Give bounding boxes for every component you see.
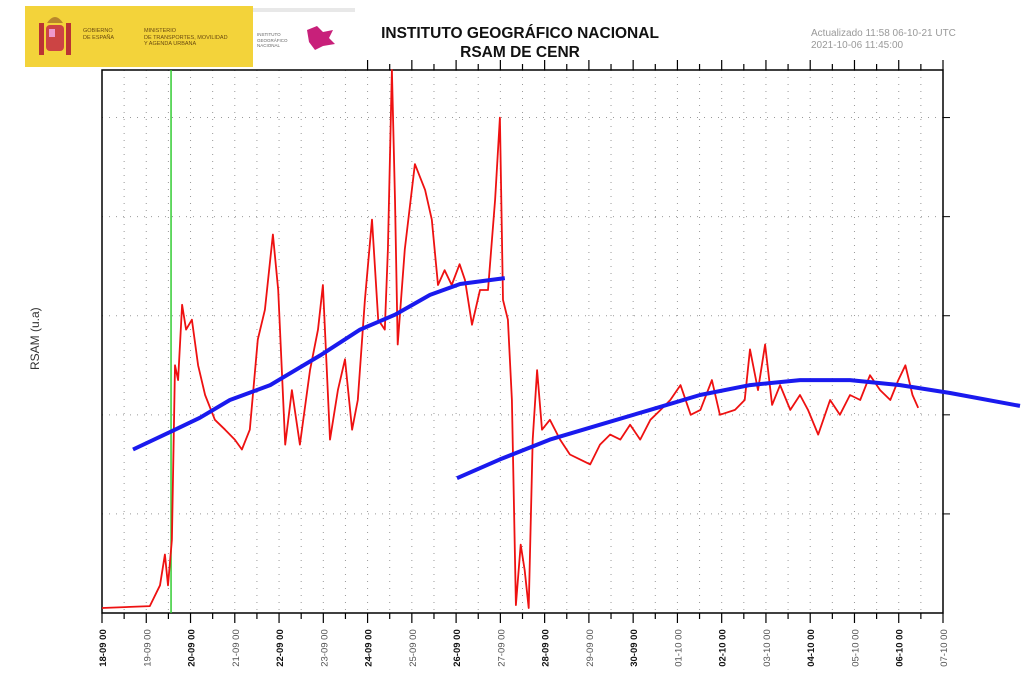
ign-logo-text: INSTITUTO GEOGRÁFICO NACIONAL [257,32,288,49]
x-tick-label: 25-09 00 [408,629,419,667]
gov-logo-line: GOBIERNO [83,28,113,34]
gov-logo-line: DE ESPAÑA [83,34,115,41]
update-timestamp: Actualizado 11:58 06-10-21 UTC 2021-10-0… [811,28,956,52]
x-tick-label: 03-10 00 [762,629,773,667]
updated-text: Actualizado 11:58 06-10-21 UTC [811,28,956,39]
x-tick-label: 05-10 00 [850,629,861,667]
x-tick-label: 01-10 00 [673,629,684,667]
x-tick-label: 27-09 00 [496,629,507,667]
plot-frame [101,69,944,614]
x-tick-label: 21-09 00 [231,629,242,667]
ministry-logo-line: Y AGENDA URBANA [144,41,197,47]
data-timestamp: 2021-10-06 11:45:00 [811,40,904,51]
series-line-trend-2 [456,378,1021,481]
title-line-2: RSAM DE CENR [460,44,580,61]
x-tick-label: 26-09 00 [452,629,463,667]
x-tick-label: 30-09 00 [629,629,640,667]
ign-logo-line: NACIONAL [257,43,281,48]
x-tick-label: 02-10 00 [718,629,729,667]
x-tick-label: 18-09 00 [98,629,109,667]
x-tick-label: 23-09 00 [319,629,330,667]
ign-logo: INSTITUTO GEOGRÁFICO NACIONAL [253,8,355,67]
x-tick-label: 24-09 00 [364,629,375,667]
x-tick-label: 04-10 00 [806,629,817,667]
x-tick-label: 29-09 00 [585,629,596,667]
coat-of-arms-icon [39,17,71,55]
header-logos: GOBIERNO DE ESPAÑA MINISTERIO DE TRANSPO… [25,6,355,67]
x-tick-label: 07-10 00 [939,629,950,667]
government-logo-band: GOBIERNO DE ESPAÑA MINISTERIO DE TRANSPO… [25,6,253,67]
x-tick-label: 19-09 00 [142,629,153,667]
gov-logo-text: GOBIERNO DE ESPAÑA [83,28,114,41]
series-line-rsam [101,69,920,609]
ministry-logo-line: MINISTERIO [144,28,177,34]
ign-map-logo-icon [307,26,335,50]
ministry-logo-line: DE TRANSPORTES, MOVILIDAD [144,34,228,41]
x-tick-label: 20-09 00 [187,629,198,667]
x-tick-label: 28-09 00 [541,629,552,667]
series-line-trend-1 [132,276,506,452]
ign-logo-line: INSTITUTO [257,32,281,37]
x-tick-label: 22-09 00 [275,629,286,667]
title-line-1: INSTITUTO GEOGRÁFICO NACIONAL [381,25,659,42]
ministry-logo-text: MINISTERIO DE TRANSPORTES, MOVILIDAD Y A… [144,28,228,48]
x-tick-label: 06-10 00 [895,629,906,667]
chart-title: INSTITUTO GEOGRÁFICO NACIONAL RSAM DE CE… [340,24,700,62]
ign-logo-line: GEOGRÁFICO [257,37,288,43]
